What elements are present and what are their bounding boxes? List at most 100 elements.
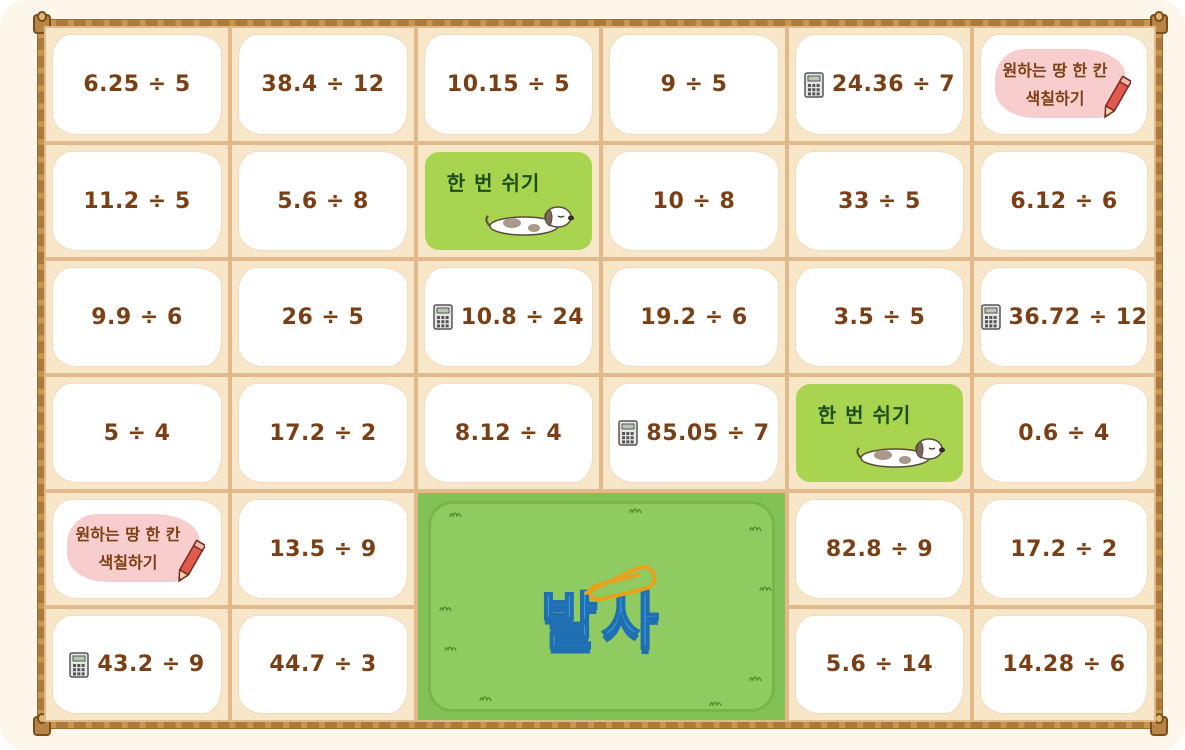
board-cell-math[interactable]: 10 ÷ 8 xyxy=(601,143,787,259)
board-cell-math[interactable]: 14.28 ÷ 6 xyxy=(972,607,1156,722)
cell-card: 10.15 ÷ 5 xyxy=(425,35,592,134)
division-problem: 10 ÷ 8 xyxy=(653,189,736,214)
board-cell-color[interactable]: 원하는 땅 한 칸 색칠하기 xyxy=(972,26,1156,143)
board-cell-math[interactable]: 33 ÷ 5 xyxy=(787,143,972,259)
cell-card: 19.2 ÷ 6 xyxy=(610,268,778,366)
cell-card: 10.8 ÷ 24 xyxy=(425,268,592,366)
board-cell-rest[interactable]: 한 번 쉬기 xyxy=(787,375,972,491)
board-cell-math[interactable]: 9.9 ÷ 6 xyxy=(44,259,230,375)
skip-turn-label: 한 번 쉬기 xyxy=(447,167,541,196)
grass-tuft-icon xyxy=(748,523,764,531)
division-problem: 85.05 ÷ 7 xyxy=(646,421,769,446)
division-problem: 19.2 ÷ 6 xyxy=(640,305,747,330)
division-problem: 6.25 ÷ 5 xyxy=(83,72,190,97)
cell-card: 6.25 ÷ 5 xyxy=(53,35,221,134)
division-problem: 26 ÷ 5 xyxy=(282,305,365,330)
division-problem: 5.6 ÷ 14 xyxy=(826,652,933,677)
board-cell-math[interactable]: 17.2 ÷ 2 xyxy=(230,375,416,491)
cell-card: 43.2 ÷ 9 xyxy=(53,616,221,713)
sleeping-dog-icon xyxy=(484,202,574,236)
cell-card: 10 ÷ 8 xyxy=(610,152,778,250)
calculator-icon xyxy=(433,304,453,330)
color-instruction-line1: 원하는 땅 한 칸 xyxy=(75,523,180,547)
skip-turn-label: 한 번 쉬기 xyxy=(818,399,912,428)
grass-tuft-icon xyxy=(628,505,644,513)
cell-card: 17.2 ÷ 2 xyxy=(981,500,1147,598)
division-problem: 33 ÷ 5 xyxy=(838,189,921,214)
grass-tuft-icon xyxy=(448,509,464,517)
board-cell-math[interactable]: 8.12 ÷ 4 xyxy=(416,375,601,491)
board-cell-math[interactable]: 3.5 ÷ 5 xyxy=(787,259,972,375)
division-problem: 11.2 ÷ 5 xyxy=(83,189,190,214)
division-problem: 38.4 ÷ 12 xyxy=(261,72,384,97)
launch-area[interactable]: 발사 xyxy=(416,491,787,722)
division-problem: 0.6 ÷ 4 xyxy=(1018,421,1110,446)
cell-card: 44.7 ÷ 3 xyxy=(239,616,407,713)
calculator-icon xyxy=(804,72,824,98)
calculator-icon xyxy=(981,304,1001,330)
cell-card: 36.72 ÷ 12 xyxy=(981,268,1147,366)
cell-card: 82.8 ÷ 9 xyxy=(796,500,963,598)
division-problem: 43.2 ÷ 9 xyxy=(97,652,204,677)
board-cell-math[interactable]: 19.2 ÷ 6 xyxy=(601,259,787,375)
cell-card: 8.12 ÷ 4 xyxy=(425,384,592,482)
division-problem: 3.5 ÷ 5 xyxy=(834,305,926,330)
division-problem: 17.2 ÷ 2 xyxy=(1010,537,1117,562)
cell-card: 9 ÷ 5 xyxy=(610,35,778,134)
board-cell-math[interactable]: 5.6 ÷ 8 xyxy=(230,143,416,259)
board-cell-math[interactable]: 0.6 ÷ 4 xyxy=(972,375,1156,491)
cell-card: 한 번 쉬기 xyxy=(796,384,963,482)
cell-card: 5.6 ÷ 8 xyxy=(239,152,407,250)
board-cell-math[interactable]: 11.2 ÷ 5 xyxy=(44,143,230,259)
division-problem: 9.9 ÷ 6 xyxy=(91,305,183,330)
board-cell-math[interactable]: 36.72 ÷ 12 xyxy=(972,259,1156,375)
board-cell-math[interactable]: 17.2 ÷ 2 xyxy=(972,491,1156,607)
cell-card: 13.5 ÷ 9 xyxy=(239,500,407,598)
division-problem: 5.6 ÷ 8 xyxy=(277,189,369,214)
board-cell-math[interactable]: 24.36 ÷ 7 xyxy=(787,26,972,143)
board-cell-rest[interactable]: 한 번 쉬기 xyxy=(416,143,601,259)
board-cell-math[interactable]: 13.5 ÷ 9 xyxy=(230,491,416,607)
division-problem: 14.28 ÷ 6 xyxy=(1002,652,1125,677)
division-problem: 13.5 ÷ 9 xyxy=(269,537,376,562)
board-cell-math[interactable]: 6.25 ÷ 5 xyxy=(44,26,230,143)
division-problem: 9 ÷ 5 xyxy=(661,72,728,97)
board-cell-math[interactable]: 6.12 ÷ 6 xyxy=(972,143,1156,259)
cell-card: 14.28 ÷ 6 xyxy=(981,616,1147,713)
color-instruction-line2: 색칠하기 xyxy=(99,551,158,575)
division-problem: 36.72 ÷ 12 xyxy=(1009,305,1148,330)
cell-card: 24.36 ÷ 7 xyxy=(796,35,963,134)
cell-card: 11.2 ÷ 5 xyxy=(53,152,221,250)
board-cell-math[interactable]: 9 ÷ 5 xyxy=(601,26,787,143)
board-cell-math[interactable]: 10.8 ÷ 24 xyxy=(416,259,601,375)
board-cell-math[interactable]: 5 ÷ 4 xyxy=(44,375,230,491)
cell-card: 3.5 ÷ 5 xyxy=(796,268,963,366)
cell-card: 원하는 땅 한 칸 색칠하기 xyxy=(981,35,1147,134)
board-cell-math[interactable]: 82.8 ÷ 9 xyxy=(787,491,972,607)
cell-card: 5 ÷ 4 xyxy=(53,384,221,482)
board-cell-math[interactable]: 38.4 ÷ 12 xyxy=(230,26,416,143)
board-cell-math[interactable]: 43.2 ÷ 9 xyxy=(44,607,230,722)
division-problem: 5 ÷ 4 xyxy=(104,421,171,446)
division-problem: 10.15 ÷ 5 xyxy=(447,72,570,97)
sleeping-dog-icon xyxy=(855,434,945,468)
division-problem: 6.12 ÷ 6 xyxy=(1010,189,1117,214)
cell-card: 85.05 ÷ 7 xyxy=(610,384,778,482)
board-cell-math[interactable]: 10.15 ÷ 5 xyxy=(416,26,601,143)
cell-card: 9.9 ÷ 6 xyxy=(53,268,221,366)
board-grid: 6.25 ÷ 5 38.4 ÷ 12 10.15 ÷ 5 9 ÷ 5 24.36 ÷ 7… xyxy=(44,26,1156,722)
calculator-icon xyxy=(618,420,638,446)
cell-card: 5.6 ÷ 14 xyxy=(796,616,963,713)
cell-card: 6.12 ÷ 6 xyxy=(981,152,1147,250)
color-instruction-line1: 원하는 땅 한 칸 xyxy=(1002,59,1107,83)
cell-card: 38.4 ÷ 12 xyxy=(239,35,407,134)
calculator-icon xyxy=(69,652,89,678)
pencil-icon xyxy=(175,538,205,586)
board-cell-math[interactable]: 44.7 ÷ 3 xyxy=(230,607,416,722)
board-cell-math[interactable]: 5.6 ÷ 14 xyxy=(787,607,972,722)
board-cell-math[interactable]: 26 ÷ 5 xyxy=(230,259,416,375)
board-cell-math[interactable]: 85.05 ÷ 7 xyxy=(601,375,787,491)
division-problem: 17.2 ÷ 2 xyxy=(269,421,376,446)
